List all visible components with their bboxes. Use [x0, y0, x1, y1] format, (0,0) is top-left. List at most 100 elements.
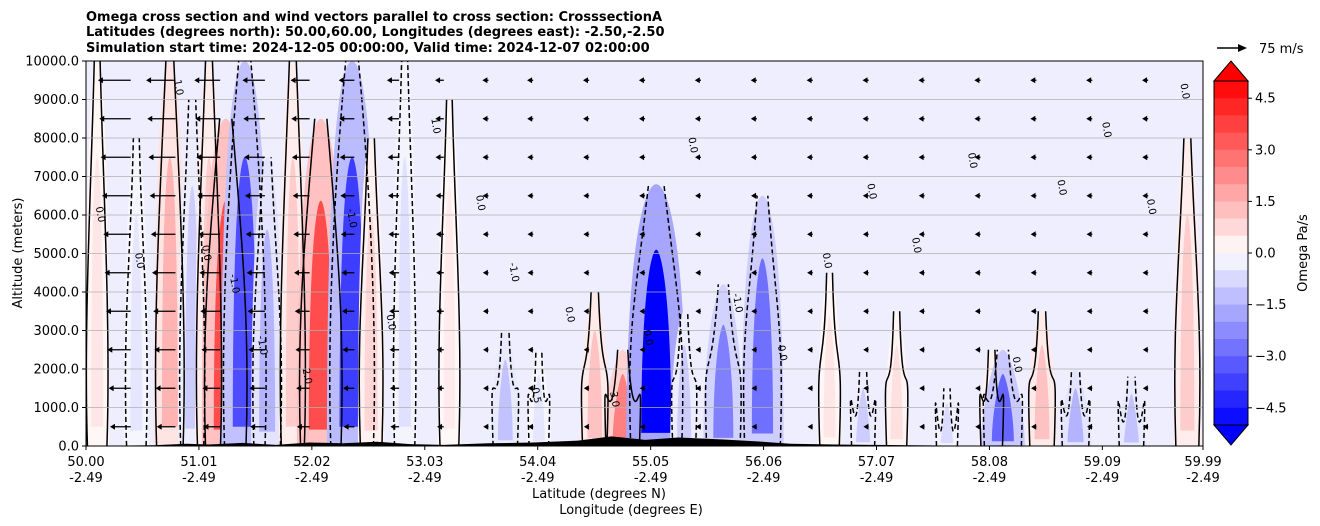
wind-vector: [435, 231, 444, 238]
wind-vector: [583, 269, 590, 276]
wind-vector: [1086, 115, 1093, 122]
wind-vector: [583, 77, 590, 84]
omega-contour-line: [670, 311, 682, 446]
omega-band-core: [641, 249, 672, 433]
contour-label: 0.0: [775, 344, 789, 362]
wind-vector: [527, 192, 534, 199]
wind-vector: [527, 115, 534, 122]
omega-contour-line: [704, 284, 720, 446]
colorbar-segment: [1214, 132, 1248, 151]
chart-title-line-2: Latitudes (degrees north): 50.00,60.00, …: [86, 25, 665, 40]
omega-contour-line: [663, 184, 684, 446]
wind-vector: [1031, 385, 1037, 392]
omega-band-core: [130, 215, 143, 431]
wind-vector: [53, 154, 86, 160]
wind-vector: [527, 308, 534, 315]
wind-vector: [294, 269, 310, 276]
contour-label: 0.0: [685, 136, 699, 154]
omega-contour-line: [1117, 376, 1129, 446]
omega-contour-line: [884, 311, 895, 446]
wind-vector: [108, 385, 131, 392]
wind-vector: [1030, 154, 1037, 161]
wind-vector: [296, 423, 310, 430]
x-tick-label-longitude: -2.49: [295, 471, 329, 486]
wind-vector: [343, 423, 355, 430]
wind-vector: [99, 115, 131, 122]
wind-vector: [1142, 192, 1149, 199]
colorbar-label: Omega Pa/s: [1296, 214, 1311, 292]
omega-contour-line: [194, 99, 206, 446]
contour-label: 0.0: [93, 206, 107, 224]
y-tick-label: 0.0: [58, 440, 79, 455]
wind-vector: [1086, 231, 1093, 238]
omega-contour-line: [252, 157, 264, 446]
wind-vector: [862, 115, 869, 122]
omega-contour-line: [994, 349, 1005, 446]
x-tick-label-latitude: 52.02: [293, 455, 330, 470]
wind-vector: [1142, 77, 1149, 84]
colorbar-segment: [1214, 356, 1248, 374]
wind-vector: [105, 308, 131, 315]
omega-contour-line: [231, 118, 248, 446]
omega-band-core: [587, 330, 603, 439]
contour-label: 0.0: [562, 306, 576, 324]
wind-vector: [806, 192, 813, 199]
omega-contour-line: [1044, 311, 1057, 446]
wind-vector: [341, 269, 355, 276]
wind-vector: [751, 346, 757, 353]
wind-vector: [197, 192, 221, 199]
x-axis: 50.00-2.4951.01-2.4952.02-2.4953.03-2.49…: [67, 446, 1222, 486]
wind-vector: [807, 346, 813, 353]
wind-vector: [437, 423, 444, 430]
wind-vector: [639, 192, 646, 199]
omega-contour-line: [491, 330, 503, 446]
wind-vector: [199, 269, 221, 276]
x-tick-label-latitude: 55.05: [632, 455, 669, 470]
omega-contour-line: [628, 184, 650, 446]
wind-vector: [695, 346, 701, 353]
wind-vector: [583, 308, 590, 315]
x-tick-label-longitude: -2.49: [182, 471, 216, 486]
wind-vector: [1142, 346, 1149, 353]
y-axis: 0.0 1000.0 2000.0 3000.0 4000.0 5000.0 6000.0 7…: [25, 55, 86, 455]
wind-vector: [583, 115, 590, 122]
x-tick-label-latitude: 59.99: [1184, 455, 1221, 470]
wind-vector: [639, 308, 646, 315]
wind-vector: [639, 385, 646, 392]
wind-vector: [63, 424, 86, 430]
wind-vector: [639, 423, 646, 430]
wind-vector: [750, 77, 757, 84]
wind-vector: [389, 385, 400, 392]
colorbar-segment: [1214, 149, 1248, 168]
wind-vector: [806, 77, 813, 84]
wind-vector: [527, 423, 534, 430]
wind-vector: [695, 423, 701, 430]
colorbar-tick-label: 1.5: [1255, 195, 1276, 210]
omega-contour-line: [1078, 368, 1091, 446]
x-tick-label-latitude: 51.01: [180, 455, 217, 470]
omega-band-core: [751, 258, 774, 434]
wind-vector: [339, 115, 355, 122]
x-tick-label-latitude: 54.04: [519, 455, 556, 470]
wind-vector: [695, 192, 701, 199]
wind-vector: [149, 192, 176, 199]
omega-band-core: [940, 402, 954, 444]
wind-vector: [751, 269, 757, 276]
contour-label: 1.0: [428, 117, 442, 135]
wind-vector: [146, 77, 176, 84]
contour-label: 0.5: [529, 387, 543, 405]
omega-contour-line: [604, 349, 619, 446]
contour-label: -1.0: [506, 262, 520, 283]
vector-key-label: 75 m/s: [1259, 42, 1304, 57]
colorbar-segment: [1214, 253, 1248, 271]
wind-vector: [863, 346, 869, 353]
wind-vector: [242, 77, 265, 84]
omega-band-core: [856, 388, 871, 443]
contour-label: -1.0: [344, 208, 358, 229]
wind-vector: [50, 77, 86, 83]
wind-vector: [153, 308, 176, 315]
wind-vector: [109, 423, 131, 430]
omega-contour-line: [1027, 311, 1040, 446]
wind-vector: [388, 192, 400, 199]
wind-vector: [436, 269, 444, 276]
